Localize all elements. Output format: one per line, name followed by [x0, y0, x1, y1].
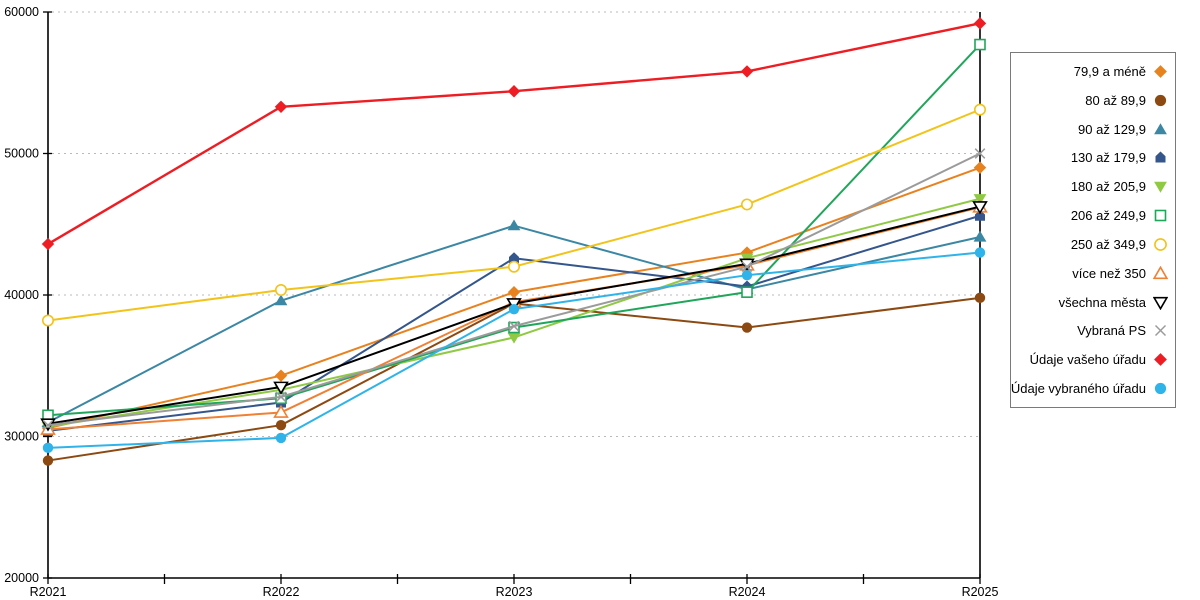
triangle-down-icon: [1154, 181, 1167, 193]
circle-icon: [741, 322, 753, 333]
triangle-up-icon: [973, 230, 987, 242]
diamond-icon: [507, 285, 521, 299]
pentagon-glyph: [1155, 151, 1166, 163]
diamond-glyph: [1154, 65, 1167, 78]
legend-item: všechna města: [1011, 290, 1175, 314]
circle-icon: [741, 269, 753, 281]
circle-icon: [507, 260, 520, 273]
circle-glyph: [1154, 382, 1167, 395]
diamond-icon: [274, 100, 288, 114]
legend-item: více než 350: [1011, 261, 1175, 285]
x-icon: [508, 320, 520, 332]
circle-icon: [274, 284, 287, 297]
circle-icon: [974, 292, 986, 304]
x-icon: [974, 148, 986, 159]
x-icon: [1154, 325, 1167, 337]
legend-item-label: 130 až 179,9: [1070, 150, 1146, 166]
legend-item: Údaje vybraného úřadu: [1011, 377, 1175, 401]
legend-item: 90 až 129,9: [1011, 117, 1175, 141]
circle-icon: [275, 432, 287, 444]
diamond-icon: [1154, 65, 1167, 78]
triangle-up-icon: [1153, 265, 1168, 279]
legend-item-label: 79,9 a méně: [1073, 63, 1146, 79]
diamond-icon: [1154, 353, 1167, 367]
legend-item-label: Údaje vybraného úřadu: [1010, 381, 1146, 397]
x-icon: [741, 261, 753, 273]
legend-item: 250 až 349,9: [1011, 232, 1175, 256]
triangle-up-icon: [1154, 122, 1167, 134]
triangle-down-icon: [972, 201, 988, 215]
circle-icon: [508, 303, 520, 315]
triangle-down-glyph: [1153, 296, 1168, 310]
y-axis-label: 20000: [4, 571, 39, 585]
diamond-icon: [274, 369, 288, 382]
x-axis-label: R2024: [729, 585, 766, 599]
legend-item: 180 až 205,9: [1011, 175, 1175, 199]
chart-legend: 79,9 a méně 80 až 89,9 90 až 129,9 130 až 1…: [1010, 52, 1176, 408]
x-axis-label: R2021: [30, 585, 67, 599]
circle-icon: [41, 314, 54, 327]
y-axis-label: 30000: [4, 430, 39, 444]
legend-item-label: 180 až 205,9: [1070, 179, 1146, 195]
diamond-glyph: [1154, 353, 1167, 367]
x-axis-label: R2023: [496, 585, 533, 599]
series-line: [46, 22, 982, 246]
diamond-icon: [973, 17, 987, 30]
square-icon: [1154, 209, 1167, 222]
legend-item: Vybraná PS: [1011, 319, 1175, 343]
legend-item-label: 250 až 349,9: [1070, 236, 1146, 252]
circle-icon: [42, 442, 54, 454]
circle-icon: [275, 419, 287, 431]
diamond-icon: [507, 85, 521, 98]
legend-item: 80 až 89,9: [1011, 88, 1175, 112]
legend-item: Údaje vašeho úřadu: [1011, 348, 1175, 372]
legend-item-label: 206 až 249,9: [1070, 208, 1146, 224]
legend-item: 130 až 179,9: [1011, 146, 1175, 170]
legend-item-label: Údaje vašeho úřadu: [1029, 352, 1146, 368]
circle-icon: [974, 247, 986, 258]
circle-icon: [973, 103, 986, 116]
diamond-icon: [740, 65, 754, 78]
triangle-up-icon: [273, 404, 289, 418]
square-icon: [974, 38, 986, 51]
circle-icon: [1154, 94, 1167, 106]
pentagon-icon: [509, 252, 519, 264]
legend-item-label: Vybraná PS: [1077, 323, 1146, 339]
triangle-down-icon: [1153, 296, 1168, 310]
circle-icon: [42, 455, 54, 466]
triangle-up-glyph: [1153, 265, 1168, 279]
circle-glyph: [1154, 237, 1167, 251]
circle-icon: [740, 198, 753, 211]
legend-item-label: 80 až 89,9: [1085, 92, 1146, 108]
x-glyph: [1154, 325, 1167, 337]
triangle-up-icon: [507, 219, 521, 231]
legend-item-label: všechna města: [1058, 294, 1146, 310]
legend-item-label: 90 až 129,9: [1078, 121, 1146, 137]
diamond-icon: [973, 161, 987, 174]
triangle-up-icon: [274, 294, 288, 306]
circle-glyph: [1154, 94, 1167, 106]
x-icon: [275, 391, 287, 403]
y-axis-label: 50000: [4, 147, 39, 161]
pentagon-icon: [1155, 151, 1166, 163]
square-icon: [741, 286, 753, 298]
triangle-down-glyph: [1154, 181, 1167, 193]
y-axis-label: 40000: [4, 288, 39, 302]
legend-item: 79,9 a méně: [1011, 59, 1175, 83]
square-glyph: [1154, 209, 1167, 222]
triangle-down-icon: [273, 381, 289, 395]
x-axis-label: R2022: [263, 585, 300, 599]
circle-icon: [1154, 237, 1167, 251]
diamond-icon: [41, 237, 55, 251]
legend-item: 206 až 249,9: [1011, 204, 1175, 228]
y-axis-label: 60000: [4, 5, 39, 19]
triangle-down-icon: [507, 332, 521, 344]
x-axis-label: R2025: [962, 585, 999, 599]
legend-item-label: více než 350: [1072, 265, 1146, 281]
circle-icon: [1154, 382, 1167, 395]
triangle-up-glyph: [1154, 122, 1167, 134]
x-icon: [42, 419, 54, 431]
